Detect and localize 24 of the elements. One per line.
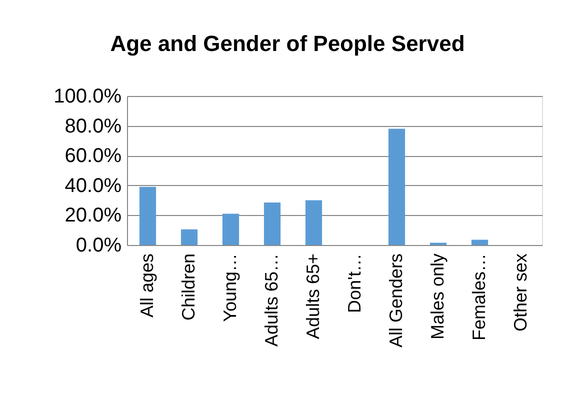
x-tick-label: Don't…: [344, 254, 364, 313]
x-tick-label: Adults 65…: [261, 254, 282, 347]
bar: [305, 200, 322, 245]
x-tick-label: Young…: [220, 254, 240, 322]
x-tick-label: Other sex: [510, 254, 530, 332]
bar: [471, 240, 488, 245]
y-tick-label: 80.0%: [64, 115, 122, 138]
y-tick-label: 40.0%: [64, 174, 122, 197]
y-tick-label: 20.0%: [64, 204, 122, 227]
x-tick-label: Males only: [427, 254, 448, 340]
x-tick-label: All ages: [136, 254, 157, 318]
bar: [180, 229, 198, 245]
x-tick-label: Females…: [468, 254, 489, 341]
bar: [264, 202, 281, 245]
x-tick-label: All Genders: [386, 254, 406, 348]
y-tick-label: 100.0%: [54, 86, 122, 108]
y-tick-label: 0.0%: [76, 234, 122, 256]
y-tick-label: 60.0%: [64, 145, 122, 168]
bar: [388, 128, 406, 245]
x-tick-label: Adults 65+: [302, 254, 323, 340]
chart-title: Age and Gender of People Served: [110, 31, 465, 56]
bar: [139, 186, 156, 245]
bar: [222, 214, 240, 245]
x-tick-label: Children: [178, 254, 198, 321]
